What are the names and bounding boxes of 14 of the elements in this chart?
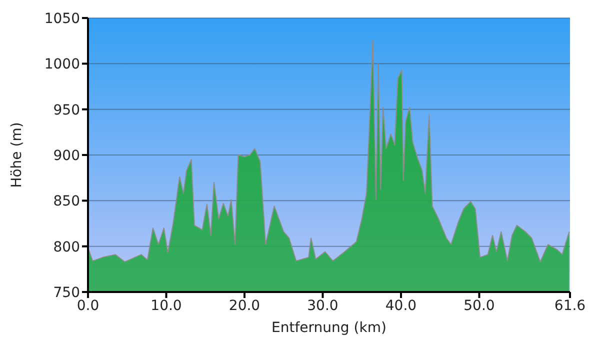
y-axis-title: Höhe (m) [8, 122, 25, 188]
x-tick-label: 30.0 [307, 298, 338, 314]
y-tick-label: 850 [53, 194, 80, 210]
x-axis-title: Entfernung (km) [272, 320, 386, 336]
y-tick-label: 950 [53, 102, 80, 118]
x-tick-label: 10.0 [150, 298, 182, 314]
y-tick-label: 900 [53, 148, 80, 164]
x-tick-label: 61.6 [554, 298, 586, 314]
y-tick-label: 1000 [44, 56, 80, 73]
y-tick-label: 1050 [44, 10, 80, 27]
x-tick-label: 50.0 [464, 298, 495, 314]
x-tick-label: 40.0 [385, 298, 417, 314]
x-tick-label: 20.0 [228, 298, 260, 314]
y-tick-label: 800 [53, 239, 80, 256]
